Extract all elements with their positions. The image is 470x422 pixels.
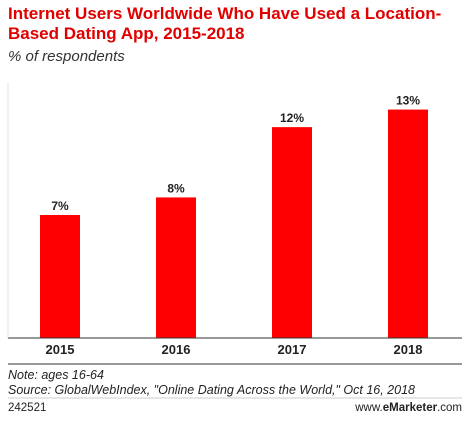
note-text: Note: ages 16-64 [8,368,104,382]
bar-2016 [156,197,196,338]
bar-2015 [40,215,80,338]
chart-title: Internet Users Worldwide Who Have Used a… [8,4,442,43]
brand-suffix: .com [437,402,462,414]
bar-2018 [388,109,428,338]
brand-prefix: www. [355,402,383,414]
chart-subtitle: % of respondents [8,48,125,65]
x-tick-label-2015: 2015 [46,342,75,357]
brand-name: eMarketer [382,402,438,414]
value-label-2018: 13% [396,94,420,108]
footer-notes: Note: ages 16-64 Source: GlobalWebIndex,… [8,368,415,398]
value-label-2016: 8% [167,181,185,195]
x-tick-label-2017: 2017 [278,342,307,357]
bars-group: 7% 8% 12% 13% [40,94,428,339]
value-label-2015: 7% [51,199,69,213]
x-tick-label-2018: 2018 [394,342,423,357]
chart-id: 242521 [8,402,47,414]
brand-link[interactable]: www.eMarketer.com [355,402,462,414]
x-tick-labels: 2015 2016 2017 2018 [46,342,423,357]
x-tick-label-2016: 2016 [162,342,191,357]
value-label-2017: 12% [280,111,304,125]
bar-2017 [272,127,312,339]
source-text: Source: GlobalWebIndex, "Online Dating A… [8,383,415,397]
